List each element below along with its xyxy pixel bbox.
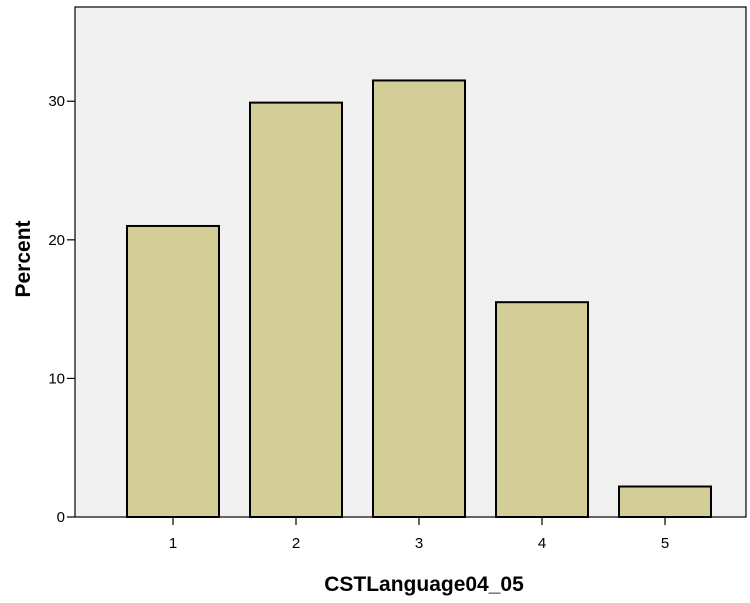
y-tick-label: 20 [48,232,65,249]
bar-3 [372,79,466,519]
y-axis-title: Percent [12,220,35,297]
bar-2 [249,101,343,518]
bar-5 [618,485,712,518]
y-tick-label: 0 [57,509,65,526]
y-tick-label: 30 [48,93,65,110]
x-axis-title: CSTLanguage04_05 [324,573,524,596]
x-tick-label: 4 [538,535,546,552]
bar-group [126,79,712,519]
y-axis: 0 10 20 30 [48,93,75,526]
bar-1 [126,224,220,519]
y-tick-label: 10 [48,370,65,387]
x-tick-label: 2 [292,535,300,552]
x-tick-label: 1 [169,535,177,552]
x-tick-label: 5 [661,535,669,552]
bar-4 [495,301,589,518]
x-tick-label: 3 [415,535,423,552]
x-axis: 1 2 3 4 5 [169,517,669,552]
